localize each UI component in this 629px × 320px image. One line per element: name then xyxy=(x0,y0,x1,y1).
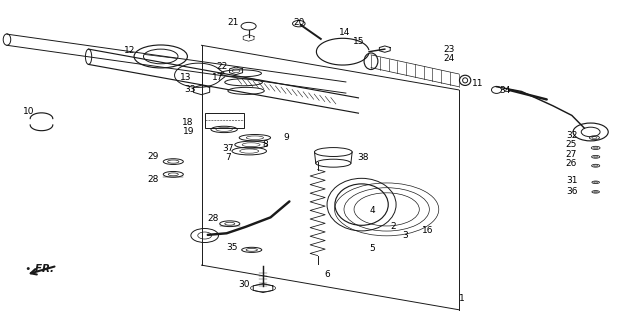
Text: 11: 11 xyxy=(472,79,484,88)
Text: 4: 4 xyxy=(369,206,375,215)
Text: 24: 24 xyxy=(444,54,455,63)
Text: 27: 27 xyxy=(565,150,576,159)
Text: 31: 31 xyxy=(566,176,577,185)
Text: 6: 6 xyxy=(324,269,330,279)
Text: $\bullet$ FR.: $\bullet$ FR. xyxy=(24,262,54,274)
Text: 13: 13 xyxy=(180,73,192,82)
Text: 33: 33 xyxy=(184,85,196,94)
Text: 37: 37 xyxy=(222,144,233,153)
Text: 5: 5 xyxy=(369,244,375,253)
Text: 18: 18 xyxy=(182,118,194,127)
Text: 12: 12 xyxy=(124,45,135,55)
Text: 25: 25 xyxy=(565,140,576,149)
Text: 35: 35 xyxy=(226,243,237,252)
Text: 29: 29 xyxy=(147,152,159,161)
Text: 38: 38 xyxy=(358,153,369,162)
Text: 9: 9 xyxy=(284,133,289,142)
Text: 32: 32 xyxy=(566,131,577,140)
Text: 36: 36 xyxy=(566,187,577,196)
Text: 34: 34 xyxy=(499,86,511,95)
Text: 28: 28 xyxy=(207,214,218,223)
Text: 23: 23 xyxy=(443,44,455,54)
Text: 16: 16 xyxy=(421,226,433,235)
Text: 15: 15 xyxy=(353,37,364,46)
Bar xyxy=(204,113,243,128)
Text: 26: 26 xyxy=(565,159,576,168)
Text: 20: 20 xyxy=(293,18,304,27)
Text: 2: 2 xyxy=(390,222,396,231)
Text: 14: 14 xyxy=(339,28,350,37)
Text: 7: 7 xyxy=(226,153,231,162)
Text: 17: 17 xyxy=(212,73,223,82)
Text: 8: 8 xyxy=(263,140,269,149)
Text: 22: 22 xyxy=(216,62,227,71)
Text: 3: 3 xyxy=(403,231,408,240)
Text: 1: 1 xyxy=(459,294,465,303)
Text: 21: 21 xyxy=(227,18,238,27)
Text: 19: 19 xyxy=(183,127,195,136)
Text: 30: 30 xyxy=(238,280,250,289)
Text: 10: 10 xyxy=(23,107,35,116)
Text: 28: 28 xyxy=(147,175,159,184)
